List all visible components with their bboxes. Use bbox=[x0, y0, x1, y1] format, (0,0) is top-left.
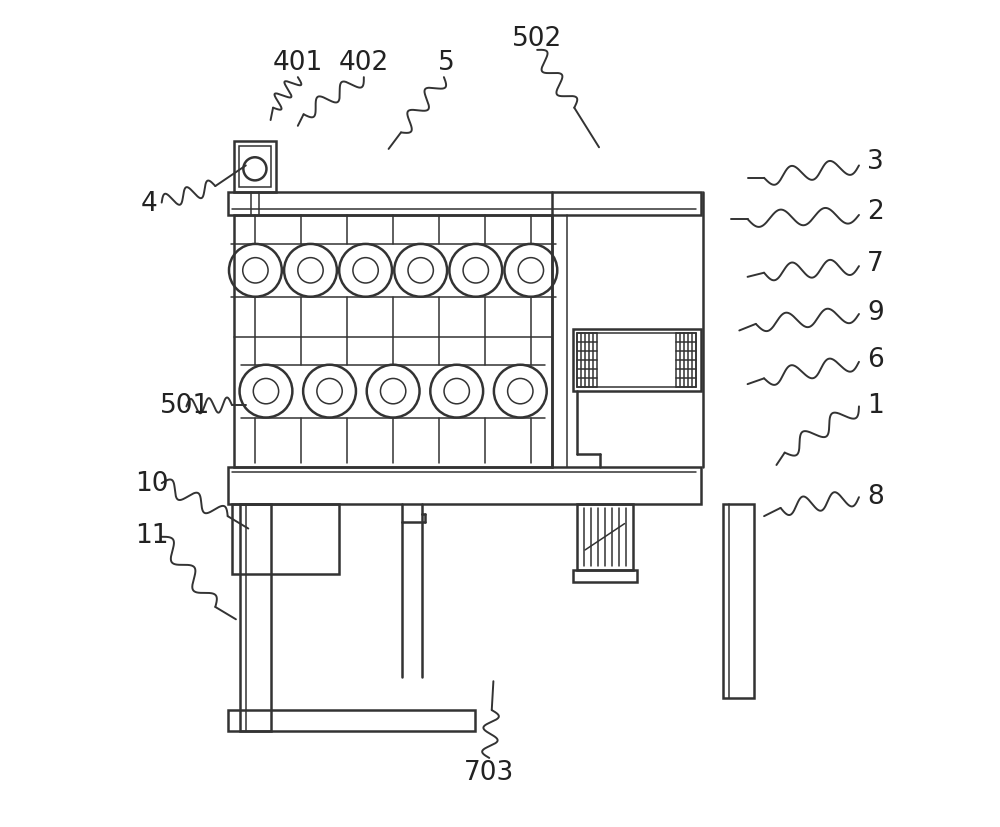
Text: 8: 8 bbox=[867, 483, 884, 509]
Text: 4: 4 bbox=[141, 190, 158, 217]
Text: 6: 6 bbox=[867, 347, 884, 373]
Text: 501: 501 bbox=[160, 392, 210, 418]
Text: 402: 402 bbox=[339, 50, 389, 76]
Text: 11: 11 bbox=[135, 523, 169, 548]
Bar bbox=[577, 334, 696, 388]
Text: 9: 9 bbox=[867, 300, 884, 326]
Bar bbox=[240, 504, 271, 731]
Bar bbox=[573, 330, 701, 392]
Text: 10: 10 bbox=[135, 471, 169, 496]
Text: 502: 502 bbox=[512, 26, 562, 51]
Text: 3: 3 bbox=[867, 149, 884, 175]
Bar bbox=[232, 504, 339, 574]
Text: 401: 401 bbox=[273, 50, 323, 76]
Bar bbox=[234, 216, 552, 467]
Bar bbox=[228, 193, 701, 216]
Bar bbox=[239, 146, 271, 188]
Bar bbox=[723, 504, 754, 698]
Bar bbox=[573, 570, 637, 582]
Bar bbox=[228, 467, 701, 504]
Bar bbox=[234, 141, 276, 193]
Bar bbox=[577, 504, 633, 570]
Bar bbox=[228, 710, 475, 731]
Text: 2: 2 bbox=[867, 198, 884, 225]
Text: 703: 703 bbox=[464, 759, 514, 785]
Text: 7: 7 bbox=[867, 251, 884, 276]
Text: 5: 5 bbox=[438, 50, 455, 76]
Text: 1: 1 bbox=[867, 392, 884, 418]
